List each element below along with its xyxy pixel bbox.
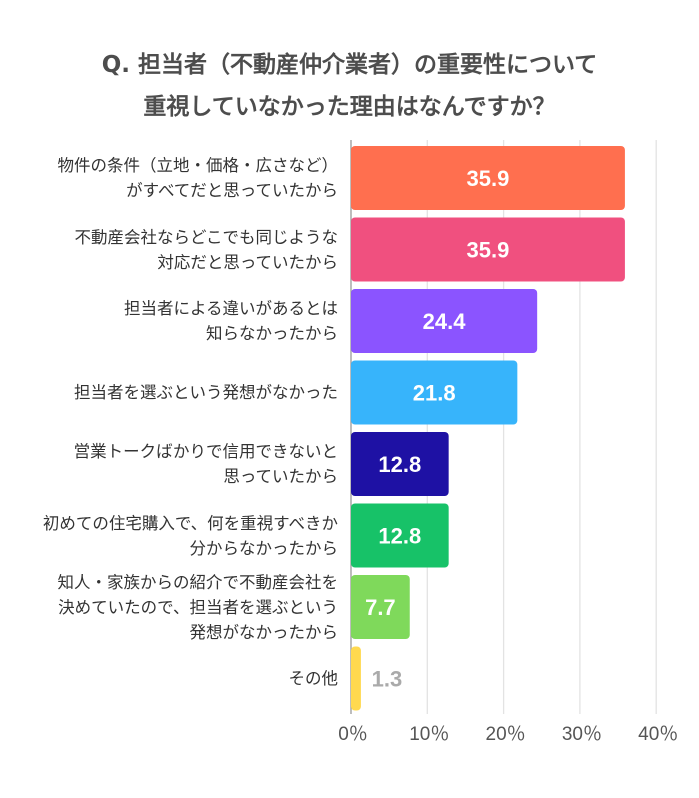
category-label: 知人・家族からの紹介で不動産会社を 決めていたので、担当者を選ぶという発想がなかっ… — [0, 570, 339, 645]
bar — [351, 360, 518, 425]
x-tick-label: 10％ — [409, 724, 449, 745]
category-label-line: 担当者による違いがあるとは — [123, 299, 338, 318]
category-label-line: 知人・家族からの紹介で不動産会社を — [57, 572, 339, 592]
category-label: 初めての住宅購入で、何を重視すべきか分からなかったから — [0, 511, 338, 561]
data-label: 1.3 — [372, 667, 403, 692]
bar — [351, 217, 625, 282]
category-label-line: 決めていたので、担当者を選ぶという — [58, 597, 338, 617]
category-label-line: 分からなかったから — [189, 538, 339, 558]
data-label: 12.8 — [378, 452, 421, 477]
category-label: 物件の条件（立地・価格・広さなど） がすべてだと思っていたから — [0, 153, 339, 203]
category-label: 担当者による違いがあるとは知らなかったから — [0, 296, 338, 346]
category-label-line: その他 — [288, 669, 339, 688]
data-label: 12.8 — [378, 524, 421, 549]
category-label-line: 初めての住宅購入で、何を重視すべきか — [42, 513, 338, 533]
bar — [351, 146, 625, 210]
bar — [351, 575, 410, 639]
bar — [351, 646, 361, 711]
bar — [351, 503, 449, 568]
category-label-line: 知らなかったから — [206, 324, 338, 343]
category-label: 不動産会社ならどこでも同じような対応だと思っていたから — [0, 225, 338, 275]
data-label: 7.7 — [365, 595, 396, 620]
category-label-line: 営業トークばかりで信用できないと — [73, 442, 338, 461]
category-label-line: 思っていたから — [223, 467, 338, 486]
bar — [351, 432, 449, 496]
data-label: 24.4 — [423, 309, 467, 334]
x-tick-label: 0％ — [338, 724, 368, 745]
data-label: 35.9 — [467, 166, 510, 191]
data-label: 21.8 — [413, 381, 456, 406]
category-label-line: 発想がなかったから — [189, 622, 339, 642]
chart-title-line-1: Q. 担当者（不動産仲介業者）の重要性について — [101, 52, 598, 78]
category-label: 担当者を選ぶという発想がなかった — [0, 380, 338, 405]
data-label: 35.9 — [467, 238, 510, 263]
bar — [351, 289, 538, 353]
category-label-line: 担当者を選ぶという発想がなかった — [74, 383, 338, 402]
x-tick-label: 20％ — [486, 724, 526, 745]
category-label: 営業トークばかりで信用できないと思っていたから — [0, 439, 338, 489]
x-tick-label: 40％ — [638, 724, 678, 745]
chart-title: Q. 担当者（不動産仲介業者）の重要性について 重視していなかった理由はなんです… — [0, 44, 699, 128]
category-label-line: がすべてだと思っていたから — [126, 181, 338, 200]
chart-title-line-2: 重視していなかった理由はなんですか？ — [143, 94, 556, 120]
x-tick-label: 30％ — [562, 724, 602, 745]
category-label-line: 対応だと思っていたから — [157, 252, 338, 272]
category-label: その他 — [0, 666, 339, 691]
category-label-line: 不動産会社ならどこでも同じような — [74, 227, 338, 247]
category-label-line: 物件の条件（立地・価格・広さなど） — [57, 156, 339, 175]
